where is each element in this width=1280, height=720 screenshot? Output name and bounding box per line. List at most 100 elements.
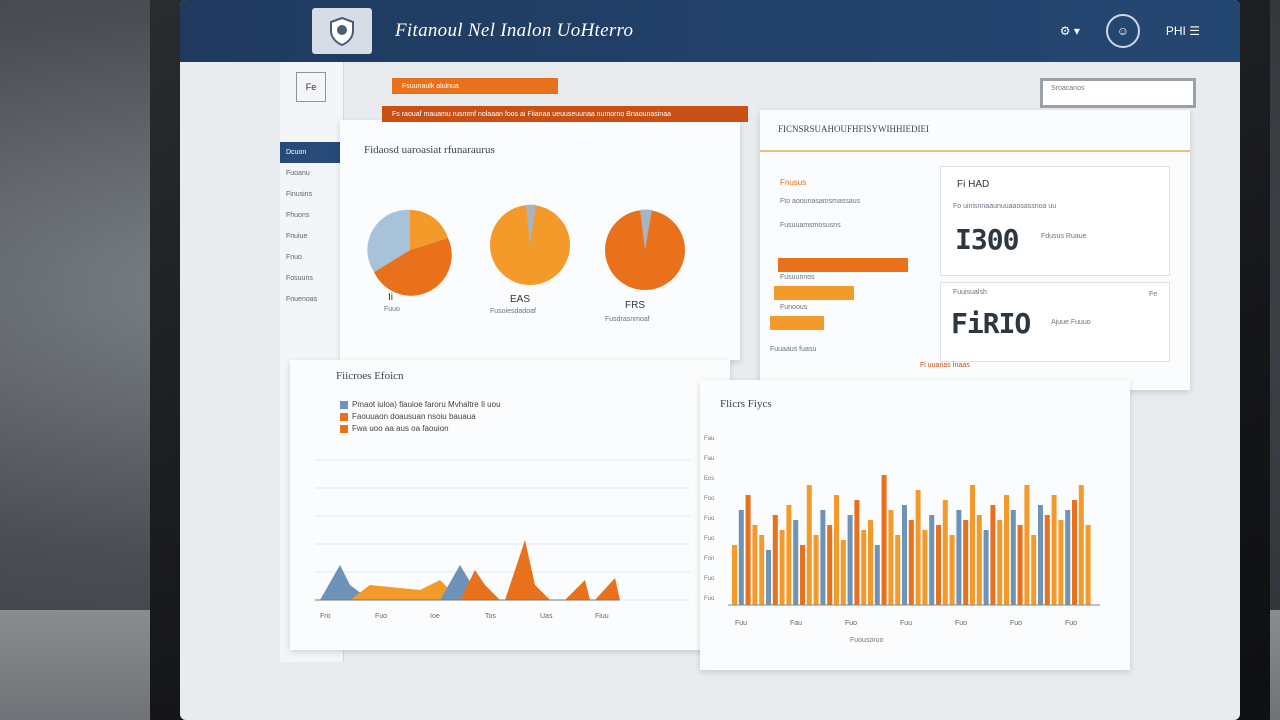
bar[interactable] — [1024, 485, 1030, 605]
bar[interactable] — [1051, 495, 1057, 605]
top-banner-long[interactable]: Fs raouaf mauamu rusmmf nolaaan foos ai … — [382, 106, 748, 122]
kpi-footer: Fuuaaus fuasu — [770, 346, 817, 353]
bar[interactable] — [820, 510, 826, 605]
bar[interactable] — [772, 515, 778, 605]
bar[interactable] — [1038, 505, 1043, 605]
bar[interactable] — [766, 550, 771, 605]
pie-2-label: EAS — [510, 294, 531, 305]
bar[interactable] — [983, 530, 989, 605]
bar[interactable] — [902, 505, 907, 605]
bar[interactable] — [800, 545, 805, 605]
bar[interactable] — [881, 475, 887, 605]
pie-1[interactable] — [367, 209, 452, 296]
search-input[interactable]: Sroacanos — [1040, 78, 1196, 108]
pie-2[interactable] — [490, 204, 570, 285]
bar[interactable] — [997, 520, 1003, 605]
bar[interactable] — [874, 545, 880, 605]
bar-y-tick-label: Fau — [704, 436, 714, 442]
bar[interactable] — [847, 515, 853, 605]
bar[interactable] — [990, 505, 996, 605]
legend-item-2[interactable]: Faouuaon doausuan nsoiu bauaua — [340, 412, 501, 421]
sidebar-item-5[interactable]: Fnuiue — [286, 233, 308, 240]
sidebar-item-8[interactable]: Fnuenoas — [286, 296, 318, 303]
area-x-tick-label: Fro — [320, 613, 331, 620]
bar-y-tick-label: Foo — [704, 496, 715, 502]
bar[interactable] — [745, 495, 751, 605]
bar[interactable] — [936, 525, 941, 605]
shield-icon — [330, 16, 354, 46]
notification-icon[interactable]: ⚙ ▾ — [1059, 24, 1080, 38]
bar[interactable] — [922, 530, 928, 605]
bar[interactable] — [1072, 500, 1077, 605]
bar[interactable] — [949, 535, 955, 605]
bar[interactable] — [779, 530, 785, 605]
bar[interactable] — [956, 510, 962, 605]
area-x-tick-label: Fiuu — [595, 613, 609, 620]
top-right-label[interactable]: PHI ☰ — [1165, 24, 1200, 38]
bar[interactable] — [732, 545, 737, 605]
bar[interactable] — [1078, 485, 1084, 605]
progress-label-1: Fto aoounasamsmassaus — [780, 198, 861, 205]
bar[interactable] — [861, 530, 867, 605]
sidebar-logo[interactable]: Fe — [296, 72, 326, 102]
bar-y-tick-label: Fon — [704, 556, 714, 562]
bar[interactable] — [929, 515, 935, 605]
progress-label-4: Funoous — [780, 304, 808, 311]
bar[interactable] — [888, 510, 894, 605]
bar-chart: Fau Fau Eos Foo Fuo Fuo Fon Fuo Fuo Fuu Fau Fuo Fuu F… — [704, 436, 1100, 644]
stat-card-1-value: I300 — [955, 223, 1019, 256]
stat-card-2[interactable]: Fuuisualsh FiRIO Ajuue Fuuuo Fe — [940, 282, 1170, 362]
pie-2-sub: Fusoiesdadoaf — [490, 308, 536, 315]
top-actions: ⚙ ▾ ☺ PHI ☰ — [1060, 14, 1200, 48]
bar[interactable] — [854, 500, 860, 605]
bar-chart-panel: Flicrs Fiycs Fau Fau Eos Foo Fuo Fuo Fon Fuo Fuo… — [700, 380, 1130, 670]
top-banner-short[interactable]: Fsuunaulk aluinua — [392, 78, 558, 94]
bar[interactable] — [1004, 495, 1009, 605]
pie-1-slice-a — [410, 210, 448, 250]
bar[interactable] — [1010, 510, 1016, 605]
bar[interactable] — [942, 500, 948, 605]
bar[interactable] — [1044, 515, 1050, 605]
bar[interactable] — [1017, 525, 1023, 605]
bar[interactable] — [970, 485, 975, 605]
bar[interactable] — [840, 540, 846, 605]
bar[interactable] — [738, 510, 744, 605]
bar[interactable] — [868, 520, 873, 605]
bar[interactable] — [786, 505, 792, 605]
user-avatar-icon[interactable]: ☺ — [1105, 14, 1140, 48]
app-logo[interactable] — [312, 8, 372, 54]
legend-item-3[interactable]: Fwa uoo aa aus oa faouion — [340, 424, 501, 433]
sidebar-item-7[interactable]: Fosuuns — [286, 275, 313, 282]
bar[interactable] — [1085, 525, 1091, 605]
bar[interactable] — [827, 525, 833, 605]
bar[interactable] — [915, 490, 921, 605]
sidebar-item-4[interactable]: Fhuons — [286, 212, 310, 219]
sidebar-item-2[interactable]: Fuoanu — [286, 170, 310, 177]
bar[interactable] — [752, 525, 758, 605]
sidebar-item-3[interactable]: Finusins — [286, 191, 313, 198]
bar[interactable] — [813, 535, 819, 605]
bar[interactable] — [1065, 510, 1071, 605]
bar[interactable] — [895, 535, 901, 605]
bar[interactable] — [963, 520, 969, 605]
progress-label-2: Fusuuamsmosusns — [780, 222, 841, 229]
area-legend: Pmaot iuloa) fiauioe faroru Mvhaltre Ii … — [340, 400, 501, 433]
bar[interactable] — [834, 495, 839, 605]
pie-3[interactable] — [605, 209, 685, 290]
bar[interactable] — [908, 520, 914, 605]
sidebar-item-6[interactable]: Fnuo — [286, 254, 302, 261]
bar[interactable] — [976, 515, 982, 605]
bar[interactable] — [793, 520, 799, 605]
bar[interactable] — [1031, 535, 1037, 605]
pie-1-slice-b — [374, 238, 452, 296]
bar[interactable] — [759, 535, 765, 605]
legend-item-1[interactable]: Pmaot iuloa) fiauioe faroru Mvhaltre Ii … — [340, 400, 501, 409]
area-x-tick-label: Ioe — [430, 613, 440, 620]
sidebar-item-1[interactable]: Dcuon — [280, 142, 343, 163]
legend-swatch-1 — [340, 400, 348, 409]
bar-x-tick-label: Fuu — [735, 620, 747, 627]
bar-x-caption: Fuousoruo — [850, 637, 884, 644]
bar[interactable] — [1058, 520, 1064, 605]
bar[interactable] — [806, 485, 812, 605]
stat-card-1[interactable]: Fi HAD Fo uinisnnaaunuuaaosassnoa uu I30… — [940, 166, 1170, 276]
